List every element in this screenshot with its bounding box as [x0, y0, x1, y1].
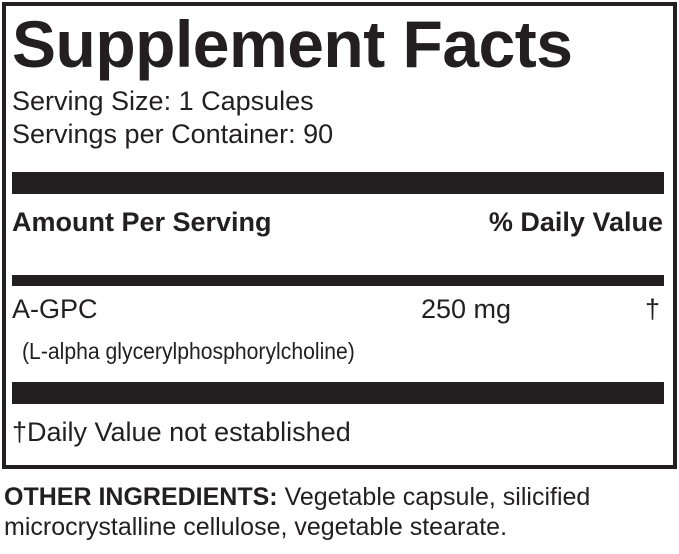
- other-ingredients-text: Vegetable capsule, silicified: [277, 483, 591, 511]
- ingredient-detail: (L-alpha glycerylphosphorylcholine): [22, 338, 355, 364]
- footnote: †Daily Value not established: [12, 417, 351, 447]
- ingredient-amount: 250 mg: [421, 294, 512, 324]
- amount-per-serving-header: Amount Per Serving: [12, 207, 272, 237]
- divider-thick: [12, 382, 664, 404]
- other-ingredients-line2: microcrystalline cellulose, vegetable st…: [4, 513, 508, 541]
- facts-panel: [2, 2, 677, 469]
- panel-title: Supplement Facts: [12, 7, 573, 81]
- divider-medium: [12, 275, 664, 286]
- ingredient-name: A-GPC: [12, 294, 98, 324]
- other-ingredients-line1: OTHER INGREDIENTS: Vegetable capsule, si…: [4, 482, 590, 512]
- daily-value-header: % Daily Value: [488, 207, 663, 237]
- serving-size: Serving Size: 1 Capsules: [12, 86, 314, 116]
- other-ingredients-label: OTHER INGREDIENTS:: [4, 483, 278, 511]
- ingredient-dv: †: [645, 294, 661, 324]
- servings-per-container: Servings per Container: 90: [12, 119, 334, 149]
- divider-thick: [12, 172, 664, 194]
